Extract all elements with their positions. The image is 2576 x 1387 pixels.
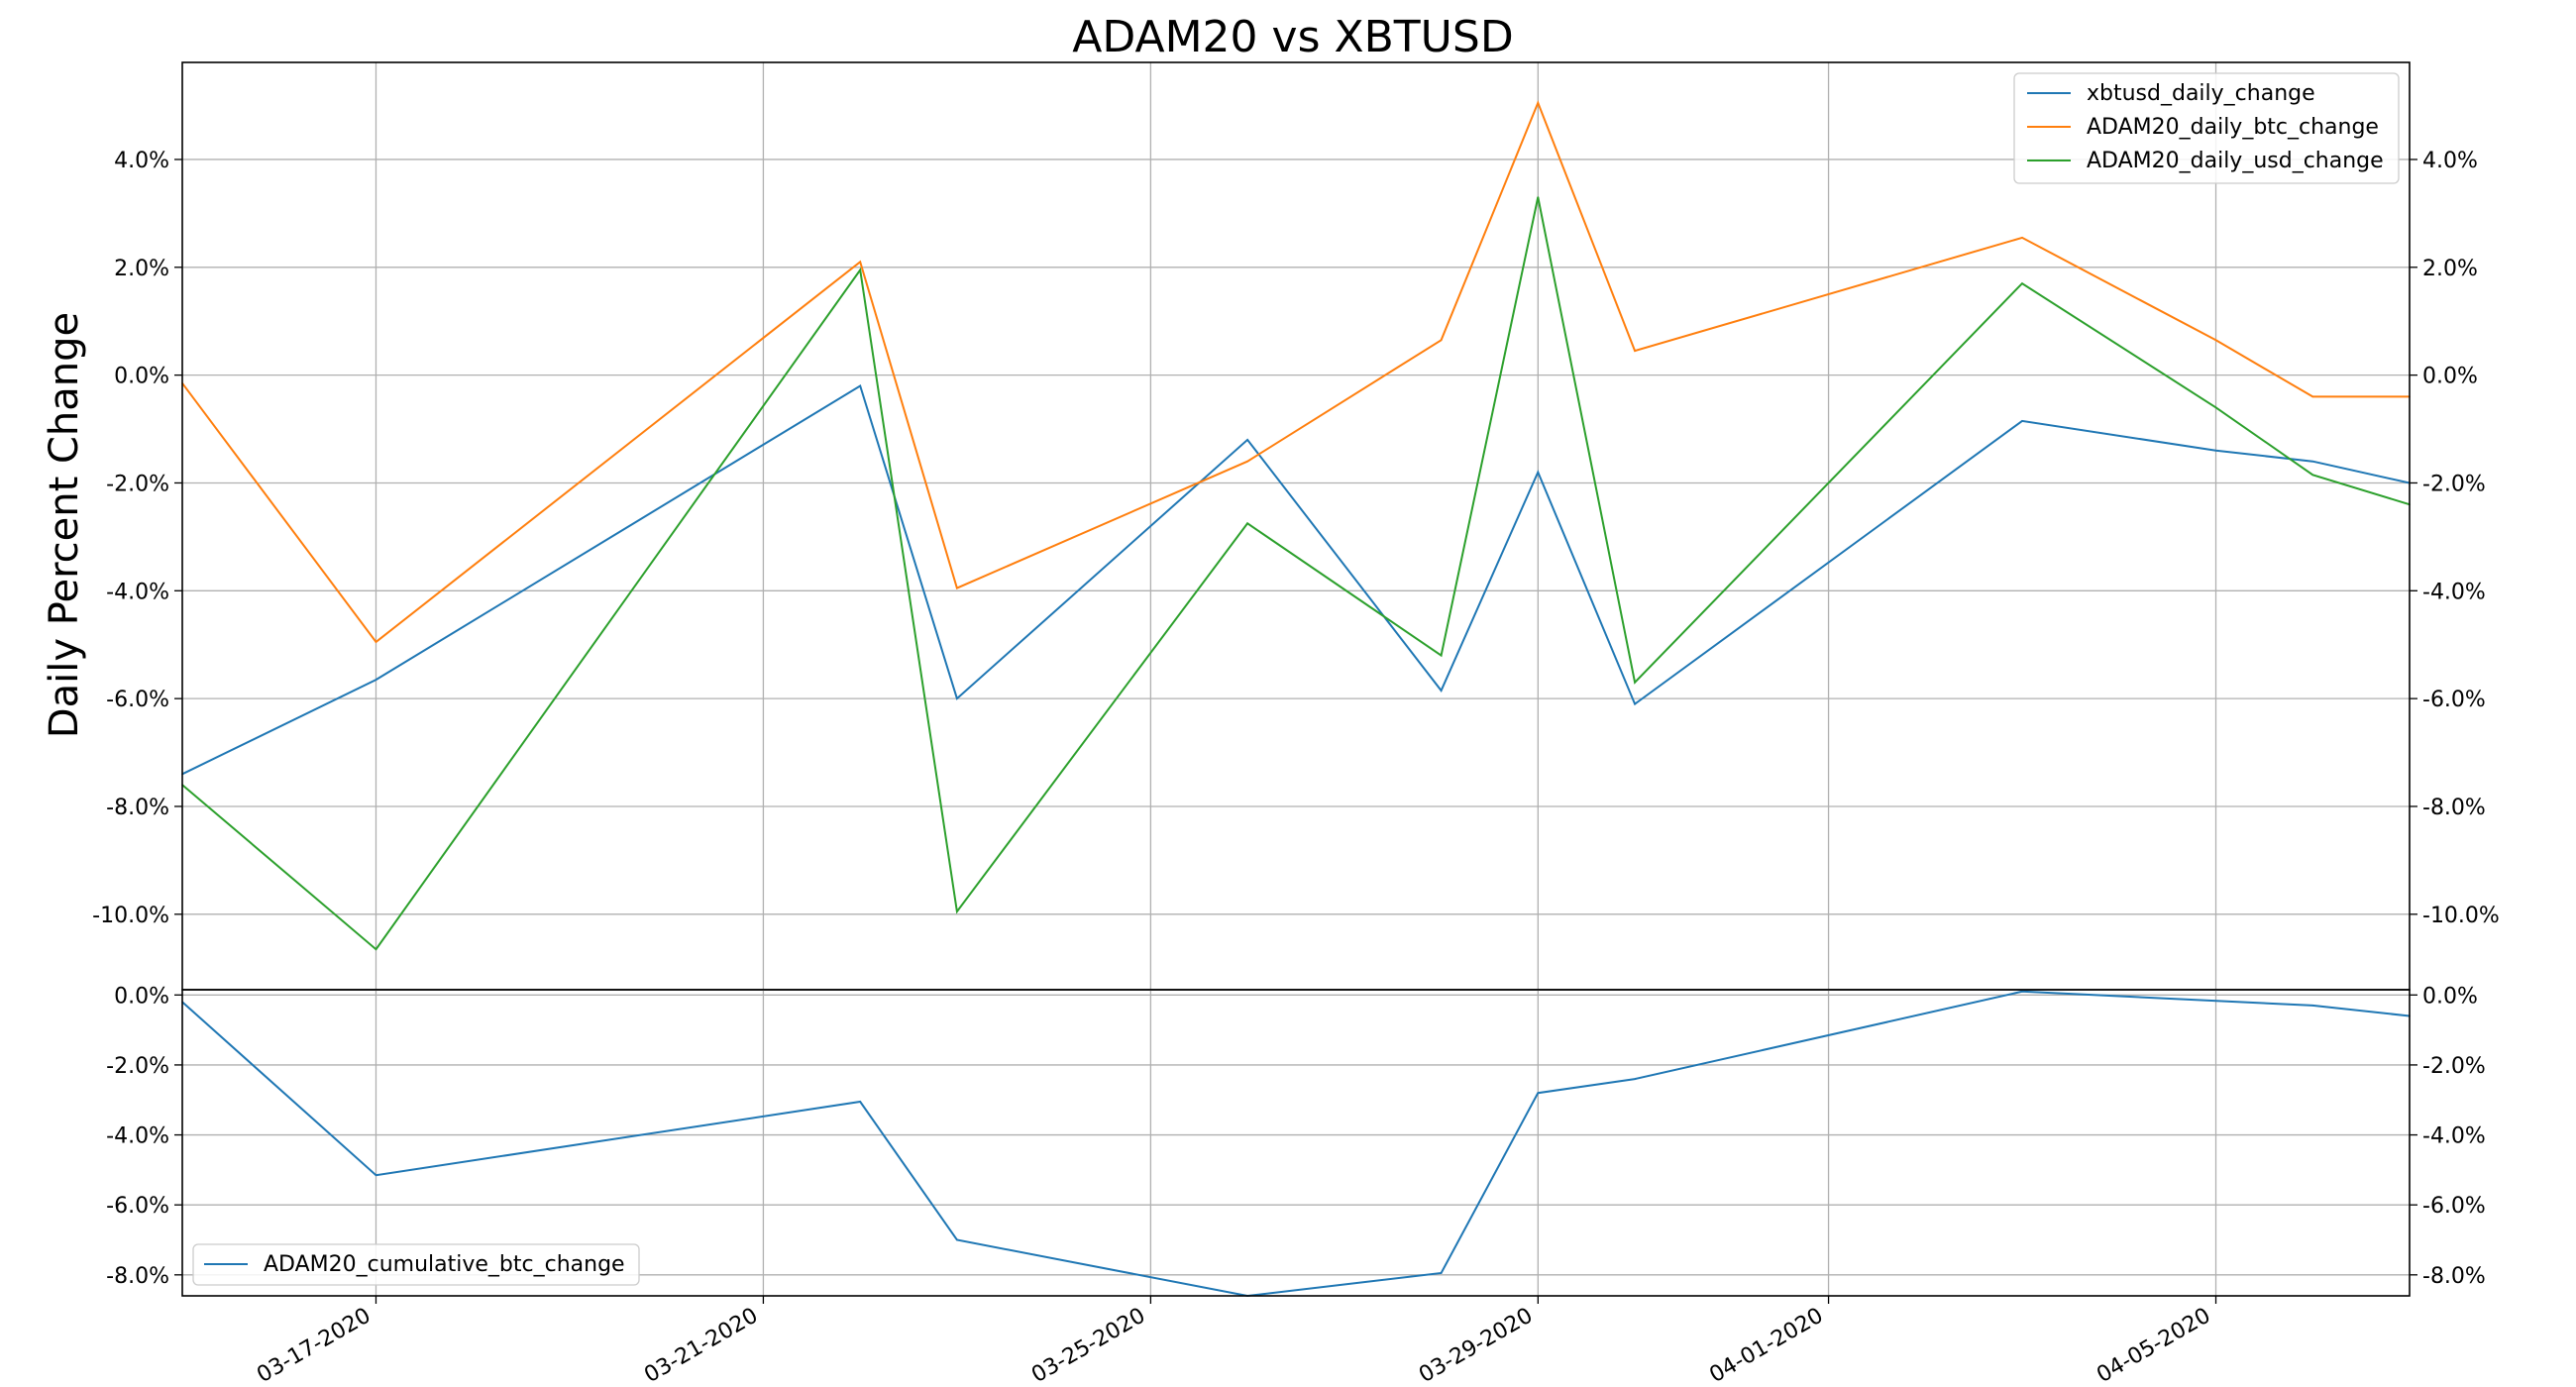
bottom-grid: [182, 990, 2410, 1296]
data-point-adam20-daily-usd-change: [375, 948, 377, 950]
data-point-xbtusd-daily-change: [2214, 450, 2217, 452]
data-point-adam20-daily-btc-change: [1246, 460, 1248, 463]
legend-label-adam20-daily-btc-change: ADAM20_daily_btc_change: [2087, 115, 2379, 140]
top-right-y-tick-label: -4.0%: [2422, 580, 2486, 604]
top-left-y-tick-label: -6.0%: [106, 688, 169, 712]
bottom-right-y-ticks: 0.0% -2.0% -4.0% -6.0% -8.0%: [2410, 984, 2486, 1289]
bottom-left-y-ticks: 0.0% -2.0% -4.0% -6.0% -8.0%: [106, 984, 182, 1289]
top-right-y-tick-label: -6.0%: [2422, 688, 2486, 712]
series-line-adam20-daily-btc-change: [181, 100, 2410, 644]
bottom-right-y-tick-label: -2.0%: [2422, 1054, 2486, 1079]
data-point-adam20-daily-usd-change: [1537, 196, 1540, 198]
top-left-y-tick-label: 4.0%: [114, 149, 169, 173]
chart-title: ADAM20 vs XBTUSD: [1072, 12, 1513, 62]
data-point-adam20-daily-btc-change: [2311, 395, 2314, 398]
top-right-y-tick-label: -8.0%: [2422, 796, 2486, 820]
data-point-adam20-daily-usd-change: [2214, 406, 2217, 409]
data-point-xbtusd-daily-change: [1440, 690, 1443, 692]
data-point-adam20-daily-btc-change: [2021, 237, 2023, 239]
bottom-legend: ADAM20_cumulative_btc_change: [192, 1243, 640, 1286]
top-legend: xbtusd_daily_change ADAM20_daily_btc_cha…: [2013, 72, 2400, 184]
bottom-legend-box: [192, 1243, 640, 1286]
series-line-adam20-daily-usd-change: [181, 196, 2411, 951]
data-point-adam20-daily-usd-change: [1246, 522, 1248, 525]
data-point-adam20-cumulative-btc-change: [1537, 1092, 1540, 1094]
data-point-adam20-cumulative-btc-change: [375, 1174, 377, 1176]
data-point-adam20-daily-usd-change: [1440, 654, 1443, 657]
top-series-lines: [181, 100, 2411, 951]
top-left-y-ticks: 4.0% 2.0% 0.0% -2.0% -4.0% -6.0% -8.0% -10.0%: [92, 149, 182, 928]
top-right-y-tick-label: 4.0%: [2422, 149, 2478, 173]
data-point-xbtusd-daily-change: [1246, 439, 1248, 441]
data-point-xbtusd-daily-change: [859, 384, 861, 387]
data-point-adam20-cumulative-btc-change: [1440, 1272, 1443, 1274]
data-point-xbtusd-daily-change: [956, 697, 958, 699]
top-legend-box: [2013, 72, 2400, 184]
legend-label-adam20-daily-usd-change: ADAM20_daily_usd_change: [2087, 149, 2384, 173]
legend-label-adam20-cumulative-btc-change: ADAM20_cumulative_btc_change: [264, 1252, 625, 1277]
data-point-adam20-cumulative-btc-change: [1634, 1078, 1636, 1080]
data-point-adam20-daily-usd-change: [2311, 474, 2314, 477]
legend-label-xbtusd-daily-change: xbtusd_daily_change: [2087, 81, 2315, 106]
data-point-adam20-daily-usd-change: [2021, 282, 2023, 284]
top-right-y-tick-label: -2.0%: [2422, 472, 2486, 496]
top-left-y-tick-label: -2.0%: [106, 472, 169, 496]
bottom-right-y-tick-label: -8.0%: [2422, 1264, 2486, 1289]
data-point-adam20-daily-btc-change: [2214, 339, 2217, 342]
bottom-left-y-tick-label: -4.0%: [106, 1124, 169, 1149]
top-left-y-tick-label: 0.0%: [114, 365, 169, 389]
data-point-adam20-daily-usd-change: [1634, 682, 1636, 684]
bottom-axes-frame: [181, 989, 2411, 1297]
top-left-y-tick-label: -8.0%: [106, 796, 169, 820]
data-point-adam20-daily-usd-change: [859, 268, 861, 271]
data-point-adam20-cumulative-btc-change: [2021, 990, 2023, 993]
data-point-xbtusd-daily-change: [375, 679, 377, 681]
data-point-adam20-cumulative-btc-change: [956, 1238, 958, 1241]
top-right-y-tick-label: 0.0%: [2422, 365, 2478, 389]
data-point-xbtusd-daily-change: [2021, 420, 2023, 422]
data-point-adam20-daily-btc-change: [375, 641, 377, 643]
data-point-adam20-daily-btc-change: [956, 587, 958, 589]
top-left-y-tick-label: 2.0%: [114, 257, 169, 281]
data-point-adam20-daily-btc-change: [1537, 102, 1540, 104]
bottom-left-y-tick-label: -6.0%: [106, 1194, 169, 1219]
series-line-xbtusd-daily-change: [181, 383, 2411, 776]
top-right-y-ticks: 4.0% 2.0% 0.0% -2.0% -4.0% -6.0% -8.0% -10.0%: [2410, 149, 2500, 928]
data-point-adam20-daily-btc-change: [1634, 350, 1636, 352]
bottom-right-y-tick-label: -4.0%: [2422, 1124, 2486, 1149]
cumulative-change-panel: 0.0% -2.0% -4.0% -6.0% -8.0% 0.0% -2.0% -4.0% -…: [106, 984, 2486, 1298]
bottom-right-y-tick-label: 0.0%: [2422, 984, 2478, 1009]
data-point-adam20-cumulative-btc-change: [2311, 1005, 2314, 1007]
data-point-xbtusd-daily-change: [1537, 471, 1540, 474]
data-point-xbtusd-daily-change: [2311, 460, 2314, 463]
y-axis-label: Daily Percent Change: [42, 312, 87, 738]
data-point-adam20-daily-btc-change: [1440, 339, 1443, 342]
bottom-left-y-tick-label: -2.0%: [106, 1054, 169, 1079]
top-right-y-tick-label: -10.0%: [2422, 904, 2500, 928]
bottom-left-y-tick-label: 0.0%: [114, 984, 169, 1009]
top-left-y-tick-label: -10.0%: [92, 904, 169, 928]
top-left-y-tick-label: -4.0%: [106, 580, 169, 604]
bottom-left-y-tick-label: -8.0%: [106, 1264, 169, 1289]
data-point-adam20-daily-usd-change: [956, 910, 958, 912]
data-point-xbtusd-daily-change: [1634, 702, 1636, 705]
bottom-right-y-tick-label: -6.0%: [2422, 1194, 2486, 1219]
data-point-adam20-cumulative-btc-change: [859, 1101, 861, 1103]
data-point-adam20-daily-btc-change: [859, 261, 861, 264]
top-right-y-tick-label: 2.0%: [2422, 257, 2478, 281]
